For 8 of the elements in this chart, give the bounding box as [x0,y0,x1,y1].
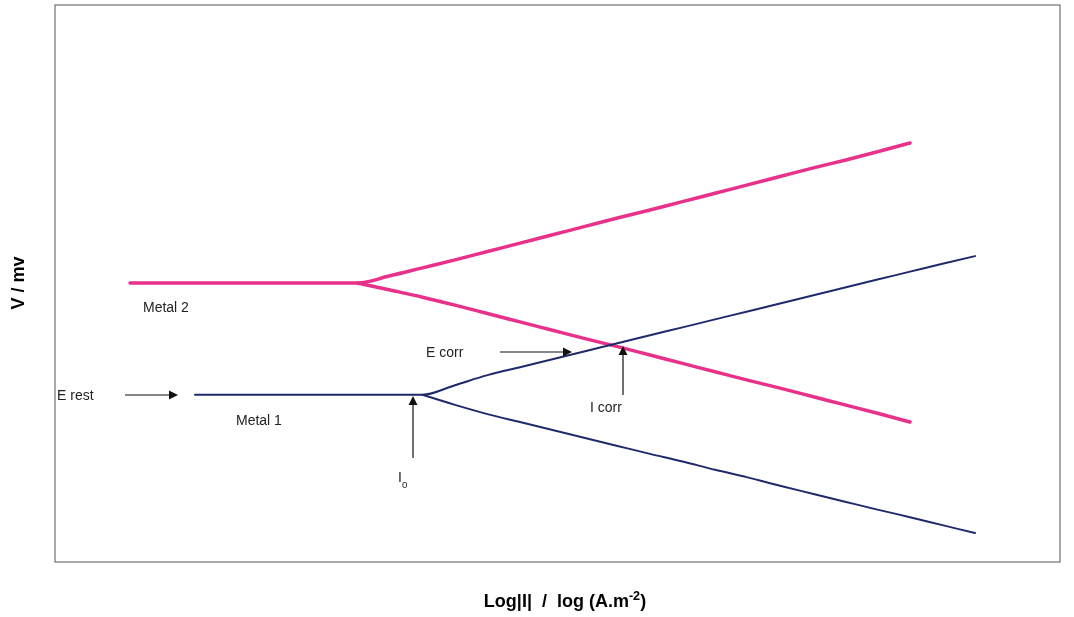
annotation: Metal 1 [236,412,283,428]
annotation: E corr [426,344,464,360]
x-axis-title: Log|I| / log (A.m$^{-2}$) [483,589,647,611]
y-axis-title: V / mv [8,256,28,310]
annotation: I$_{0}$ [398,469,408,490]
annotation: I corr [590,399,623,415]
annotation: Metal 2 [143,299,190,315]
text: E rest [57,387,94,403]
